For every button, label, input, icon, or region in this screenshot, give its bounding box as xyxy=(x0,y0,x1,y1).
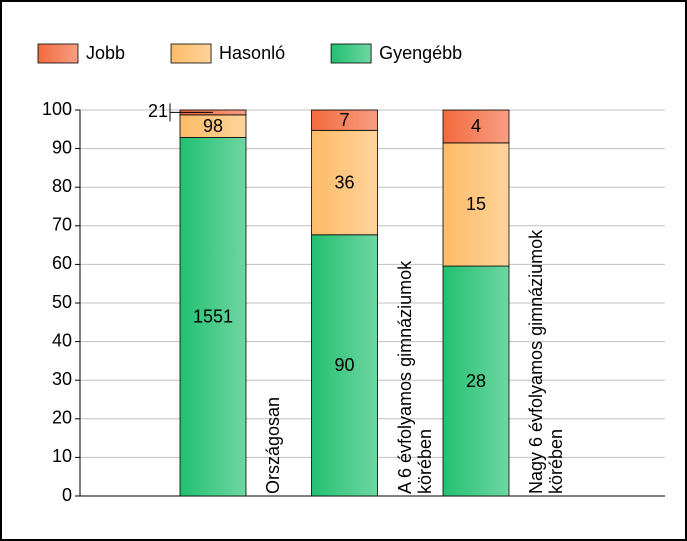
y-tick-label: 40 xyxy=(52,330,72,350)
y-tick-label: 80 xyxy=(52,176,72,196)
data-label: 90 xyxy=(334,355,354,375)
bar-segment xyxy=(311,129,378,236)
x-tick-label: A 6 évfolyamos gimnáziumok körében xyxy=(394,260,435,494)
data-label: 98 xyxy=(203,116,223,136)
y-tick-label: 50 xyxy=(52,292,72,312)
y-tick-label: 0 xyxy=(62,485,72,505)
bar-segment xyxy=(442,265,510,497)
legend-label: Hasonló xyxy=(219,43,285,63)
legend-label: Gyengébb xyxy=(379,43,462,63)
bar-segment xyxy=(442,142,510,267)
x-tick-label: Országosan xyxy=(263,396,283,494)
legend-swatch xyxy=(37,43,79,64)
data-label: 7 xyxy=(339,110,349,130)
bar-segment xyxy=(179,137,247,497)
data-label: 21 xyxy=(148,101,168,121)
data-label: 15 xyxy=(466,194,486,214)
y-tick-label: 60 xyxy=(52,253,72,273)
data-label: 28 xyxy=(466,371,486,391)
legend-label: Jobb xyxy=(86,43,125,63)
bar-segment xyxy=(311,234,378,497)
y-tick-label: 10 xyxy=(52,446,72,466)
y-tick-label: 70 xyxy=(52,215,72,235)
data-label: 36 xyxy=(334,172,354,192)
bar-segment xyxy=(442,109,510,144)
y-tick-label: 20 xyxy=(52,408,72,428)
x-tick-label: Nagy 6 évfolyamos gimnáziumok körében xyxy=(526,229,566,494)
y-tick-label: 90 xyxy=(52,137,72,157)
data-label: 4 xyxy=(471,116,481,136)
y-tick-label: 30 xyxy=(52,369,72,389)
bar-segment xyxy=(311,109,378,131)
legend-swatch xyxy=(330,43,372,64)
data-label: 1551 xyxy=(193,307,233,327)
legend-swatch xyxy=(170,43,212,64)
y-tick-label: 100 xyxy=(42,99,72,119)
